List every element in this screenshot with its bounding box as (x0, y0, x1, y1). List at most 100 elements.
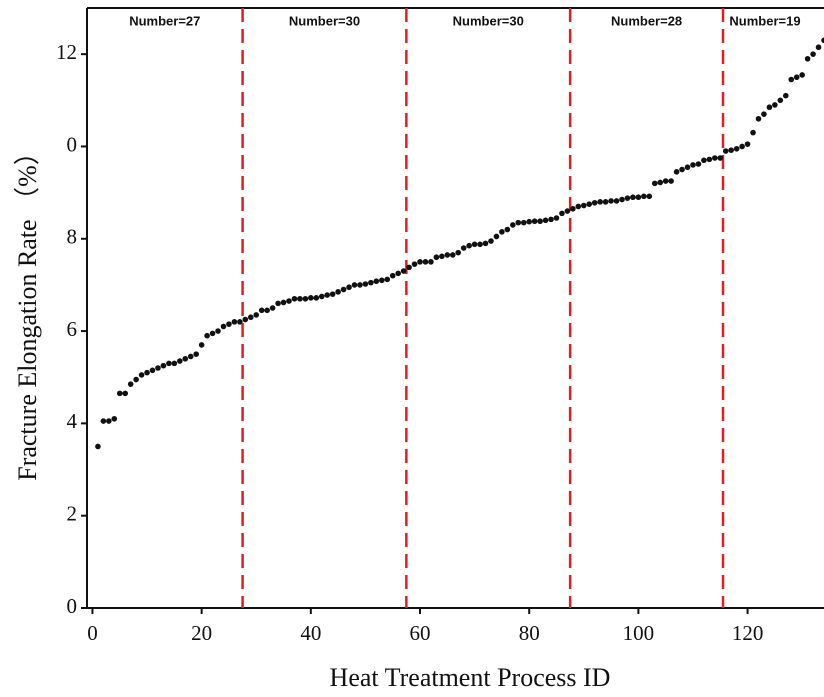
point (411, 261, 418, 267)
point (520, 219, 527, 226)
point (548, 216, 554, 223)
point (226, 321, 232, 327)
annotation: Number=30 (453, 13, 524, 28)
point (116, 390, 123, 397)
point (160, 362, 167, 369)
point (220, 323, 227, 330)
point (657, 179, 664, 186)
point (149, 367, 156, 374)
y-tick-label: 8 (67, 225, 78, 249)
point (821, 37, 824, 44)
point (428, 259, 434, 265)
point (209, 330, 216, 337)
point (258, 307, 265, 314)
point (668, 178, 674, 184)
point (357, 282, 363, 288)
point (138, 372, 145, 378)
point (728, 147, 734, 153)
point (302, 295, 309, 302)
point (531, 218, 538, 225)
point (362, 281, 369, 287)
point (619, 196, 625, 203)
point (335, 289, 341, 295)
point (351, 282, 358, 288)
point (111, 415, 118, 422)
point (477, 241, 483, 248)
point (624, 195, 631, 201)
point (586, 201, 593, 207)
point (122, 390, 129, 397)
annotation: Number=28 (611, 13, 682, 28)
point (449, 252, 456, 258)
point (215, 328, 221, 334)
point (204, 332, 210, 339)
point (253, 312, 260, 318)
point (340, 286, 347, 293)
point (329, 291, 336, 297)
point (613, 198, 620, 204)
point (761, 111, 767, 117)
x-tick-label: 20 (191, 621, 212, 645)
point (379, 277, 385, 284)
point (422, 259, 429, 265)
point (799, 72, 805, 78)
point (417, 259, 423, 265)
point (466, 242, 472, 249)
point (324, 292, 331, 298)
point (182, 355, 189, 362)
point (177, 358, 183, 364)
x-tick-label: 100 (623, 621, 655, 645)
y-tick-label: 0 (67, 594, 78, 618)
y-tick-label: 6 (67, 317, 78, 341)
point (695, 161, 702, 167)
point (744, 141, 751, 147)
point (772, 102, 778, 108)
point (793, 74, 800, 81)
point (155, 365, 161, 371)
point (570, 205, 576, 212)
point (198, 342, 205, 348)
point (389, 272, 396, 279)
point (166, 360, 172, 367)
point (712, 155, 718, 161)
point (635, 194, 642, 201)
point (280, 299, 287, 306)
point (515, 219, 522, 226)
x-axis-label: Heat Treatment Process ID (330, 663, 611, 692)
point (810, 51, 816, 57)
point (488, 238, 494, 244)
point (766, 104, 773, 111)
annotation: Number=30 (289, 13, 360, 28)
point (777, 97, 784, 104)
point (237, 319, 243, 325)
point (313, 295, 320, 301)
point (444, 252, 451, 258)
point (187, 353, 194, 360)
point (242, 316, 249, 323)
point (471, 241, 478, 248)
point (384, 276, 391, 283)
y-tick-label: 2 (67, 502, 78, 526)
point (597, 199, 603, 205)
point (750, 129, 756, 136)
point (526, 218, 532, 225)
annotation: Number=19 (729, 13, 800, 28)
point (247, 314, 254, 321)
point (297, 295, 303, 302)
x-tick-label: 120 (732, 621, 764, 645)
point (641, 193, 647, 200)
point (373, 278, 380, 285)
point (782, 92, 789, 99)
point (630, 194, 636, 201)
y-tick-label: 0 (67, 132, 78, 156)
point (395, 270, 401, 277)
point (717, 155, 724, 161)
point (662, 178, 669, 184)
annotation: Number=27 (129, 13, 200, 28)
y-tick-label: 4 (67, 409, 78, 433)
point (368, 279, 374, 286)
x-tick-label: 40 (300, 621, 321, 645)
point (100, 418, 107, 424)
y-tick-label: 12 (56, 40, 77, 64)
point (400, 268, 407, 274)
